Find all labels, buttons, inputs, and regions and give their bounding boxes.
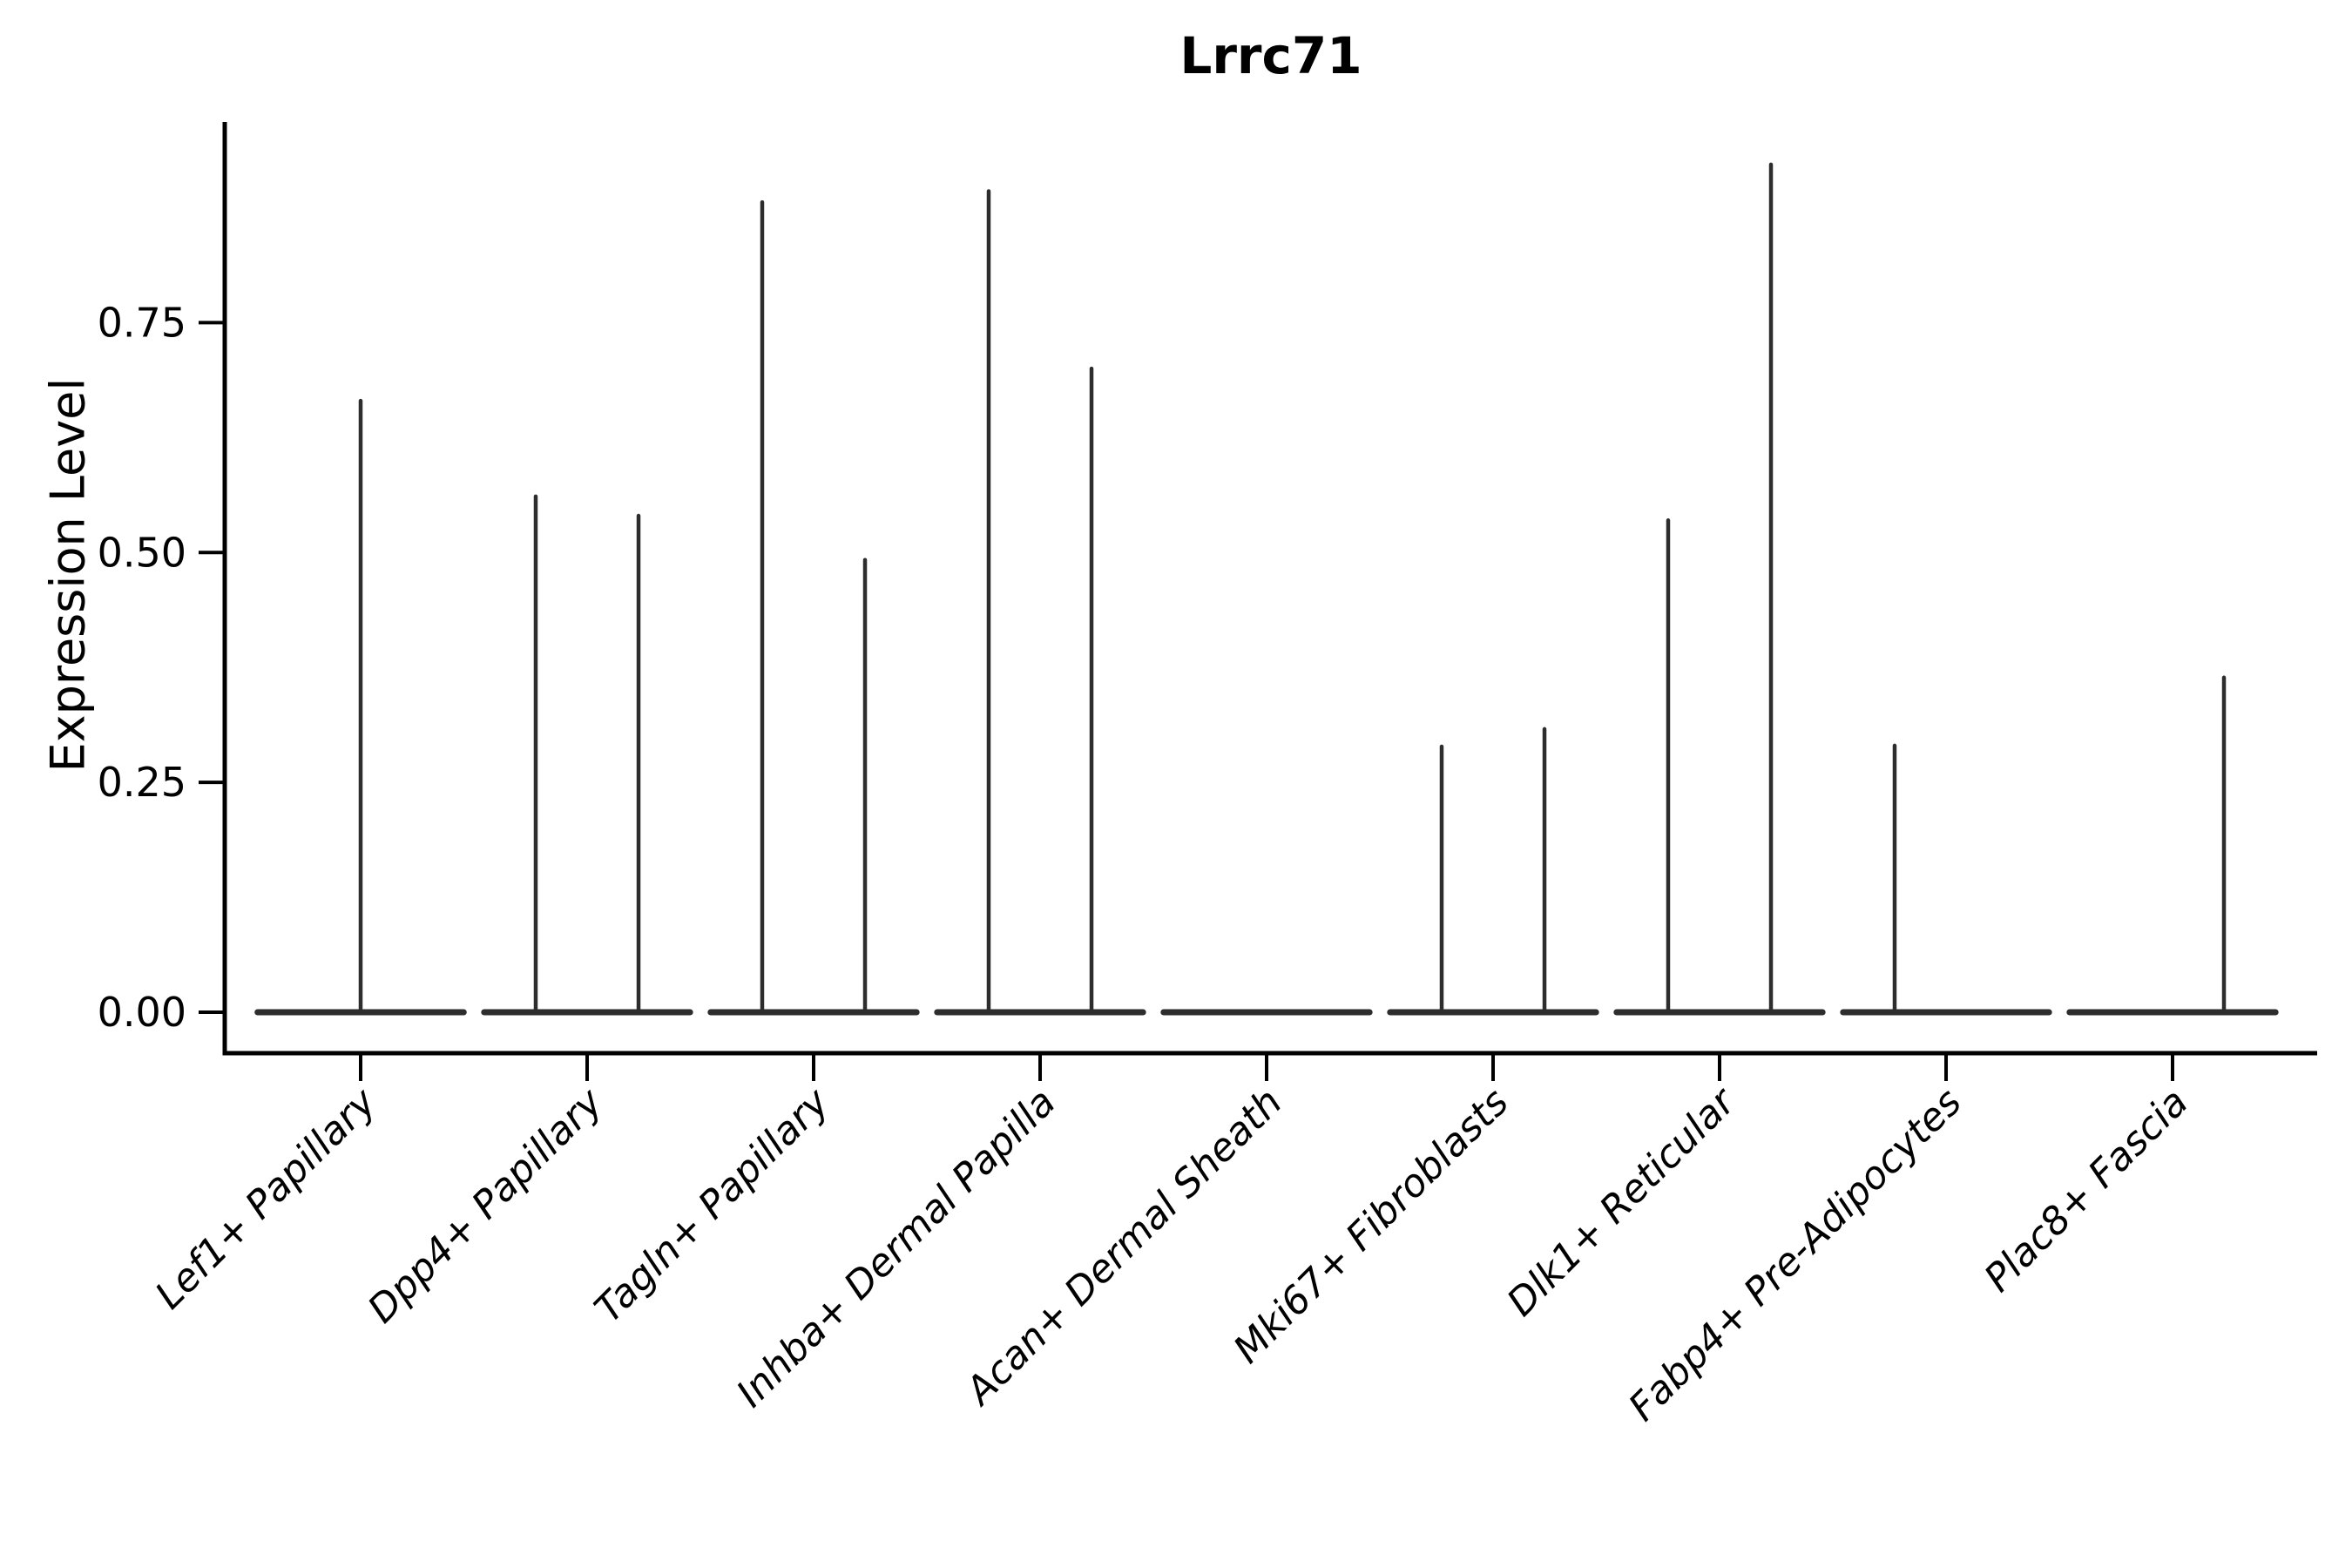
x-tick-label: Tagln+ Papillary (586, 1079, 838, 1331)
x-tick-label: Plac8+ Fascia (1976, 1080, 2196, 1301)
chart-title: Lrrc71 (1179, 26, 1362, 85)
y-tick-label: 0.50 (98, 529, 186, 576)
x-tick-label: Dpp4+ Papillary (360, 1079, 612, 1332)
y-tick-label: 0.75 (98, 299, 186, 346)
x-tick-label: Lef1+ Papillary (147, 1079, 386, 1318)
x-tick-label: Dlk1+ Reticular (1498, 1078, 1745, 1325)
y-tick-label: 0.00 (98, 989, 186, 1036)
y-tick-label: 0.25 (98, 759, 186, 806)
